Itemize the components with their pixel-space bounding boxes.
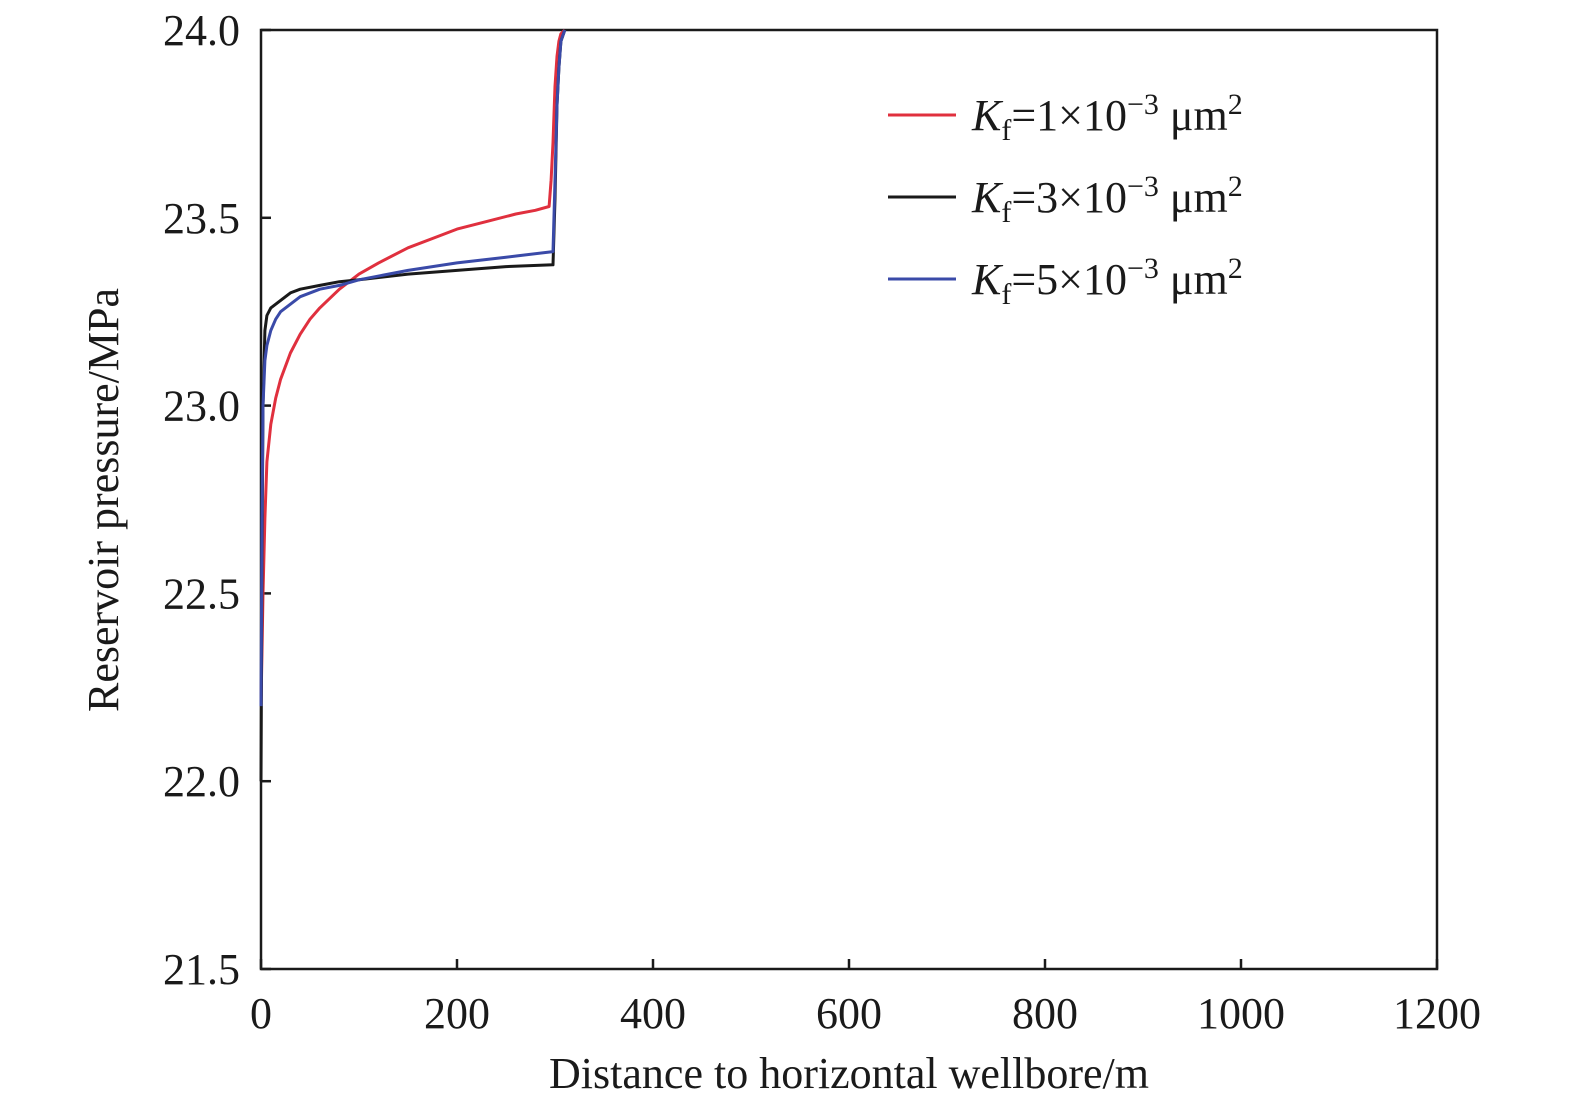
y-tick-label: 22.5	[163, 569, 240, 618]
series-group	[259, 28, 567, 782]
series-line-1	[259, 28, 566, 707]
x-tick-label: 200	[424, 989, 490, 1038]
x-tick-label: 800	[1012, 989, 1078, 1038]
ticks: 0 200 400 600 800 1000 1200 21.5 22.0 22.5 23.0 23.…	[163, 6, 1481, 1038]
y-tick-label: 23.0	[163, 382, 240, 431]
y-tick-label: 24.0	[163, 6, 240, 55]
x-tick-label: 600	[816, 989, 882, 1038]
x-tick-label: 0	[250, 989, 272, 1038]
x-tick-label: 400	[620, 989, 686, 1038]
legend-label-1: Kf=1×10−3 μm2	[971, 88, 1243, 147]
y-axis-title: Reservoir pressure/MPa	[79, 288, 128, 712]
x-tick-label: 1000	[1197, 989, 1285, 1038]
legend-label-2: Kf=3×10−3 μm2	[971, 170, 1243, 229]
x-axis-title: Distance to horizontal wellbore/m	[549, 1049, 1149, 1098]
legend: Kf=1×10−3 μm2 Kf=3×10−3 μm2 Kf=5×10−3 μm2	[888, 88, 1243, 311]
series-line-3	[259, 29, 567, 707]
legend-label-3: Kf=5×10−3 μm2	[971, 252, 1243, 311]
y-tick-label: 23.5	[163, 194, 240, 243]
plot-frame	[259, 28, 1439, 971]
y-tick-label: 22.0	[163, 757, 240, 806]
series-line-2	[259, 29, 567, 782]
x-tick-label: 1200	[1393, 989, 1481, 1038]
y-tick-label: 21.5	[163, 945, 240, 994]
